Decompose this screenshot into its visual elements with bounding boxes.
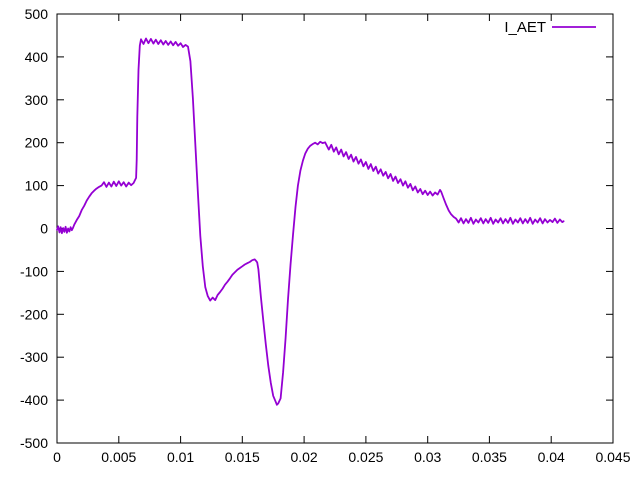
x-tick-label: 0.025	[348, 449, 383, 465]
y-tick-label: -200	[20, 306, 48, 322]
y-tick-label: 0	[40, 221, 48, 237]
y-tick-label: -100	[20, 263, 48, 279]
x-tick-label: 0.045	[595, 449, 630, 465]
y-tick-label: -400	[20, 392, 48, 408]
y-tick-label: 400	[25, 49, 49, 65]
x-tick-label: 0.035	[472, 449, 507, 465]
y-tick-label: -500	[20, 435, 48, 451]
x-tick-label: 0.01	[167, 449, 194, 465]
x-tick-label: 0.015	[225, 449, 260, 465]
y-tick-label: 500	[25, 6, 49, 22]
legend-label: I_AET	[504, 19, 546, 36]
x-tick-label: 0.04	[538, 449, 565, 465]
data-series-line	[56, 37, 565, 406]
y-tick-label: 100	[25, 178, 49, 194]
y-tick-label: -300	[20, 349, 48, 365]
x-tick-label: 0	[53, 449, 61, 465]
y-tick-label: 200	[25, 135, 49, 151]
y-tick-label: 300	[25, 92, 49, 108]
x-tick-label: 0.03	[414, 449, 441, 465]
x-tick-label: 0.005	[101, 449, 136, 465]
x-tick-label: 0.02	[290, 449, 317, 465]
